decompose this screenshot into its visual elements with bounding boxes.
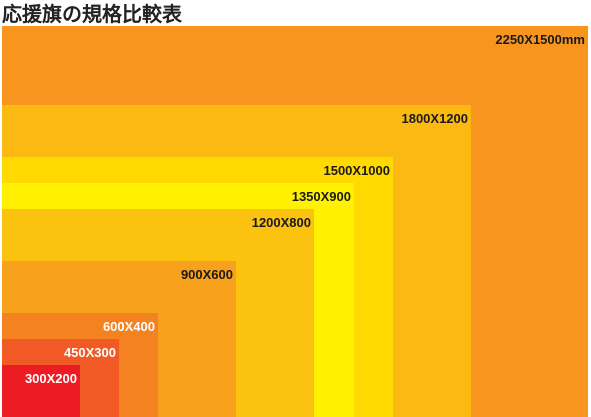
flag-size-label: 2250X1500mm — [495, 32, 585, 47]
flag-size-rect-300x200 — [2, 365, 80, 417]
flag-size-label: 600X400 — [102, 319, 155, 334]
flag-size-label: 1200X800 — [251, 215, 311, 230]
flag-size-label: 300X200 — [24, 371, 77, 386]
flag-size-label: 1800X1200 — [401, 111, 468, 126]
flag-size-label: 1500X1000 — [323, 163, 390, 178]
flag-size-label: 900X600 — [180, 267, 233, 282]
flag-size-label: 450X300 — [63, 345, 116, 360]
flag-size-label: 1350X900 — [291, 189, 351, 204]
page-title: 応援旗の規格比較表 — [2, 2, 182, 26]
